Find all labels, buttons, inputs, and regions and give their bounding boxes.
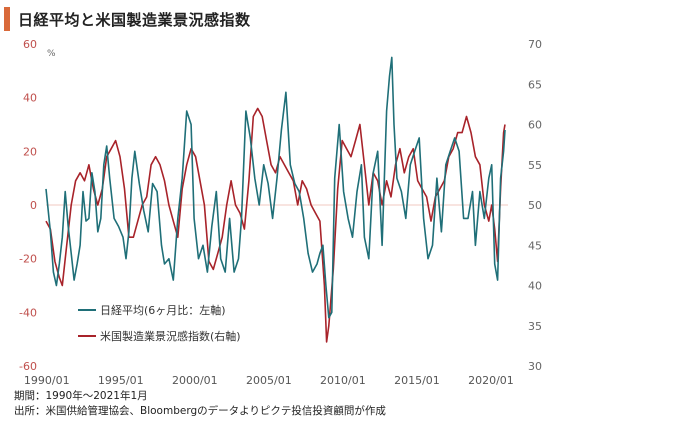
- source-note: 出所：米国供給管理協会、Bloombergのデータよりピクテ投信投資顧問が作成: [14, 405, 386, 417]
- chart-area: 60 40 20 0 -20 -40 -60% 70 65 60 55 50 45 40 35 30 1990/…: [19, 38, 542, 387]
- title-area: 日経平均と米国製造業景況感指数: [4, 6, 251, 32]
- x-axis-tick-label: 1990/01: [24, 374, 70, 387]
- right-axis-tick-label: 30: [528, 360, 542, 373]
- right-axis-tick-label: 40: [528, 280, 542, 293]
- period-note: 期間：1990年～2021年1月: [14, 390, 148, 402]
- x-axis-tick-label: 2020/01: [468, 374, 514, 387]
- right-axis-tick-label: 50: [528, 199, 542, 212]
- right-axis-tick-label: 35: [528, 320, 542, 333]
- nikkei-series-line: [45, 56, 506, 319]
- left-axis-tick-label: -20: [19, 253, 37, 266]
- left-axis-tick-label: 0: [30, 199, 37, 212]
- left-axis-tick-label: 60: [23, 38, 37, 51]
- left-axis-tick-label: -40: [19, 306, 37, 319]
- legend-entry: 米国製造業景況感指数(右軸): [100, 329, 241, 343]
- left-axis-tick-label: 40: [23, 92, 37, 105]
- right-axis-tick-label: 45: [528, 239, 542, 252]
- x-axis-tick-label: 1995/01: [98, 374, 144, 387]
- right-axis-tick-label: 65: [528, 78, 542, 91]
- left-axis-tick-label: 20: [23, 145, 37, 158]
- notes: 期間：1990年～2021年1月 出所：米国供給管理協会、Bloombergのデ…: [14, 389, 386, 419]
- right-axis-tick-label: 55: [528, 159, 542, 172]
- left-axis-unit: %: [47, 49, 56, 59]
- legend-entry: 日経平均(6ヶ月比：左軸): [100, 303, 226, 317]
- chart-title: 日経平均と米国製造業景況感指数: [18, 10, 251, 29]
- x-axis-tick-label: 2005/01: [246, 374, 292, 387]
- x-axis-tick-label: 2000/01: [172, 374, 218, 387]
- x-axis-tick-label: 2015/01: [394, 374, 440, 387]
- title-accent-bar: [4, 7, 10, 31]
- left-axis-tick-label: -60: [19, 360, 37, 373]
- right-axis-tick-label: 60: [528, 119, 542, 132]
- right-axis-tick-label: 70: [528, 38, 542, 51]
- x-axis-tick-label: 2010/01: [320, 374, 366, 387]
